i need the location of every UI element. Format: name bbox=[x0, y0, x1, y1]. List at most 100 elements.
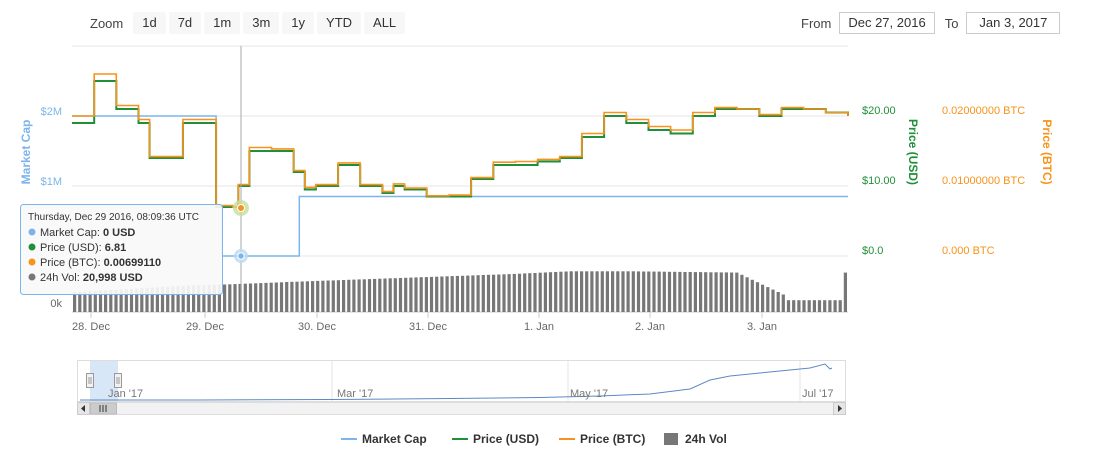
volume-bar bbox=[388, 278, 392, 312]
volume-bar bbox=[114, 289, 118, 312]
volume-bar bbox=[642, 271, 646, 312]
zoom-1y-button[interactable]: 1y bbox=[282, 12, 315, 34]
volume-bar bbox=[554, 272, 558, 312]
volume-bar bbox=[331, 280, 335, 312]
to-date-input[interactable]: Jan 3, 2017 bbox=[966, 12, 1061, 34]
volume-bar bbox=[326, 280, 330, 312]
tooltip: Thursday, Dec 29 2016, 08:09:36 UTC Mark… bbox=[20, 204, 223, 295]
legend-item-price-usd[interactable]: Price (USD) bbox=[452, 432, 539, 446]
volume-bar bbox=[605, 271, 609, 312]
volume-bar bbox=[285, 282, 289, 312]
volume-bar bbox=[83, 291, 87, 312]
volume-bar bbox=[647, 271, 651, 312]
usd-tick-20: $20.00 bbox=[862, 105, 896, 117]
volume-bar bbox=[611, 271, 615, 312]
from-date-input[interactable]: Dec 27, 2016 bbox=[839, 12, 935, 34]
navigator-label-jul: Jul '17 bbox=[802, 388, 833, 400]
volume-bar bbox=[409, 277, 413, 312]
volume-bar bbox=[378, 278, 382, 312]
volume-bar bbox=[481, 275, 485, 312]
navigator-background bbox=[77, 360, 846, 402]
zoom-ytd-button[interactable]: YTD bbox=[317, 12, 362, 34]
hover-point-btc bbox=[237, 204, 245, 212]
volume-bar bbox=[336, 280, 340, 312]
volume-bar bbox=[104, 290, 108, 312]
volume-bar bbox=[311, 281, 315, 312]
navigator-handle-left[interactable] bbox=[86, 373, 94, 388]
volume-bar bbox=[155, 287, 159, 312]
price-usd-line bbox=[72, 80, 849, 208]
navigator-label-jan: Jan '17 bbox=[108, 388, 143, 400]
volume-bar bbox=[466, 275, 470, 312]
volume-bar bbox=[699, 272, 703, 312]
volume-bar bbox=[797, 300, 801, 312]
zoom-7d-button[interactable]: 7d bbox=[168, 12, 202, 34]
btc-tick-001: 0.01000000 BTC bbox=[942, 175, 1025, 187]
navigator[interactable]: Jan '17 Mar '17 May '17 Jul '17 bbox=[77, 360, 846, 402]
volume-bar bbox=[129, 288, 134, 312]
legend-label-price-usd: Price (USD) bbox=[473, 432, 539, 446]
legend-label-market-cap: Market Cap bbox=[362, 432, 427, 446]
volume-bar bbox=[812, 300, 816, 312]
volume-bar bbox=[98, 290, 103, 312]
volume-bar bbox=[512, 273, 516, 312]
legend-item-price-btc[interactable]: Price (BTC) bbox=[559, 432, 645, 446]
zoom-1d-button[interactable]: 1d bbox=[133, 12, 166, 34]
volume-bar bbox=[533, 273, 537, 312]
volume-bar bbox=[450, 276, 454, 312]
volume-bar bbox=[580, 271, 584, 312]
scroll-left-arrow-icon bbox=[81, 405, 85, 412]
volume-bar bbox=[740, 274, 744, 312]
legend-item-volume[interactable]: 24h Vol bbox=[664, 432, 727, 446]
volume-bars bbox=[73, 271, 847, 312]
btc-tick-0: 0.000 BTC bbox=[942, 245, 995, 257]
volume-bar bbox=[461, 275, 465, 312]
volume-bar bbox=[419, 277, 423, 312]
volume-bar bbox=[290, 281, 294, 312]
volume-bar bbox=[373, 278, 377, 312]
volume-bar bbox=[786, 300, 791, 312]
volume-bar bbox=[523, 273, 527, 312]
volume-bar bbox=[735, 272, 739, 312]
zoom-1m-button[interactable]: 1m bbox=[204, 12, 241, 34]
volume-bar bbox=[636, 271, 641, 312]
volume-bar bbox=[166, 286, 170, 312]
zoom-all-button[interactable]: ALL bbox=[364, 12, 406, 34]
market-cap-axis: $2M $1M Market Cap 0k bbox=[19, 106, 62, 310]
scrollbar[interactable] bbox=[77, 402, 846, 415]
volume-bar bbox=[590, 271, 594, 312]
market-cap-axis-title: Market Cap bbox=[19, 120, 33, 185]
tooltip-dot-market-cap bbox=[28, 228, 36, 236]
volume-bar bbox=[621, 271, 625, 312]
scrollbar-track[interactable] bbox=[77, 402, 846, 415]
x-tick-label: 30. Dec bbox=[298, 321, 336, 333]
legend-label-price-btc: Price (BTC) bbox=[580, 432, 645, 446]
volume-bar bbox=[745, 277, 749, 312]
zoom-3m-button[interactable]: 3m bbox=[243, 12, 280, 34]
usd-tick-10: $10.00 bbox=[862, 175, 896, 187]
volume-bar bbox=[595, 271, 599, 312]
tooltip-row-price-btc: Price (BTC): 0.00699110 bbox=[40, 257, 161, 269]
volume-bar bbox=[838, 300, 842, 312]
volume-bar bbox=[197, 285, 201, 312]
volume-bar bbox=[238, 283, 242, 312]
navigator-label-may: May '17 bbox=[570, 388, 608, 400]
navigator-handle-right[interactable] bbox=[114, 373, 122, 388]
volume-bar bbox=[135, 288, 139, 312]
volume-bar bbox=[228, 284, 232, 312]
volume-bar bbox=[440, 276, 444, 312]
legend-item-market-cap[interactable]: Market Cap bbox=[341, 432, 427, 446]
navigator-selected-range[interactable] bbox=[90, 361, 118, 401]
volume-bar bbox=[248, 283, 253, 312]
volume-bar bbox=[471, 275, 475, 312]
navigator-series-line bbox=[80, 363, 833, 401]
volume-bar bbox=[724, 272, 728, 312]
market-cap-tick-2m: $2M bbox=[41, 106, 62, 118]
volume-bar bbox=[476, 275, 480, 312]
navigator-label-mar: Mar '17 bbox=[337, 388, 373, 400]
volume-bar bbox=[78, 291, 82, 312]
volume-bar bbox=[817, 300, 822, 312]
market-cap-tick-1m: $1M bbox=[41, 176, 62, 188]
volume-bar bbox=[667, 271, 672, 312]
volume-bar bbox=[517, 273, 522, 312]
